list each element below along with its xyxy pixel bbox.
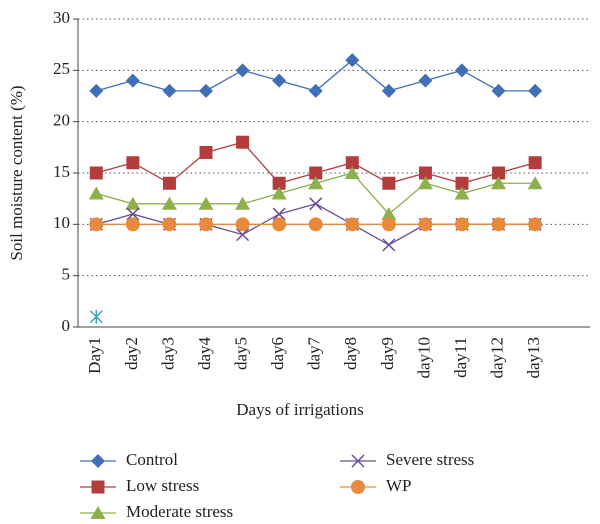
legend-item: WP — [340, 476, 412, 495]
x-tick-label: day5 — [231, 337, 250, 370]
marker — [161, 196, 177, 210]
legend-label: Severe stress — [386, 450, 474, 469]
legend-item: Moderate stress — [80, 502, 233, 521]
marker — [417, 176, 433, 190]
y-tick-label: 15 — [53, 162, 70, 181]
marker — [382, 238, 396, 252]
legend-label: Low stress — [126, 476, 199, 495]
marker — [236, 228, 250, 242]
marker — [381, 217, 396, 232]
x-tick-label: day3 — [158, 337, 177, 370]
legend-item: Low stress — [80, 476, 199, 495]
legend-label: Control — [126, 450, 178, 469]
marker — [89, 166, 103, 180]
marker — [89, 217, 104, 232]
x-tick-label: day9 — [378, 337, 397, 370]
legend-item: Severe stress — [340, 450, 474, 469]
legend-item: Control — [80, 450, 178, 469]
x-tick-label: day4 — [195, 337, 214, 371]
marker — [492, 166, 506, 180]
marker — [345, 156, 359, 170]
marker — [418, 73, 433, 88]
marker — [199, 217, 213, 232]
marker — [271, 186, 287, 200]
marker — [126, 207, 140, 221]
marker — [455, 217, 469, 232]
legend-label: WP — [386, 476, 412, 495]
marker — [272, 207, 286, 221]
marker — [382, 176, 396, 190]
marker — [308, 176, 324, 190]
marker — [528, 156, 542, 170]
marker — [344, 166, 360, 179]
x-tick-label: day13 — [524, 337, 543, 379]
marker — [351, 480, 365, 494]
y-tick-label: 25 — [53, 59, 70, 78]
y-axis-label: Soil moisture content (%) — [7, 85, 26, 260]
marker — [125, 73, 140, 88]
x-tick-label: day2 — [122, 337, 141, 370]
marker — [528, 83, 543, 98]
marker — [199, 83, 213, 98]
y-tick-label: 0 — [62, 316, 71, 335]
marker — [345, 217, 360, 232]
x-tick-label: day10 — [414, 337, 433, 379]
y-tick-label: 5 — [62, 265, 71, 284]
marker — [527, 176, 543, 190]
marker — [125, 196, 141, 210]
y-tick-label: 10 — [53, 213, 70, 232]
marker — [235, 217, 250, 232]
marker — [199, 145, 213, 159]
marker — [162, 217, 177, 232]
marker — [308, 217, 323, 232]
marker — [272, 73, 287, 88]
marker — [308, 83, 323, 98]
marker — [235, 196, 251, 210]
marker — [162, 176, 176, 190]
x-tick-label: day6 — [268, 337, 287, 370]
marker — [528, 217, 543, 232]
marker — [351, 454, 365, 468]
marker — [455, 176, 469, 190]
marker — [272, 176, 286, 190]
marker — [381, 207, 397, 221]
marker — [235, 63, 250, 78]
marker — [236, 135, 250, 149]
x-axis-label: Days of irrigations — [236, 400, 363, 419]
marker — [491, 83, 506, 98]
x-tick-label: day11 — [451, 337, 470, 378]
marker — [125, 217, 140, 232]
x-tick-label: day8 — [341, 337, 360, 370]
marker — [91, 480, 105, 494]
x-tick-label: day7 — [305, 337, 324, 371]
marker — [491, 217, 506, 232]
marker — [345, 53, 360, 68]
marker — [126, 156, 140, 170]
x-tick-label: Day1 — [85, 337, 104, 374]
marker — [89, 83, 104, 98]
marker — [455, 63, 469, 78]
marker — [91, 454, 105, 468]
x-tick-label: day12 — [487, 337, 506, 379]
marker — [198, 196, 214, 210]
y-tick-label: 30 — [53, 8, 70, 27]
marker — [454, 186, 470, 200]
legend-label: Moderate stress — [126, 502, 233, 521]
marker — [162, 83, 177, 98]
marker — [90, 506, 106, 519]
marker — [89, 309, 103, 324]
y-tick-label: 20 — [53, 111, 70, 130]
marker — [309, 166, 323, 180]
marker — [88, 186, 104, 200]
marker — [309, 197, 323, 211]
marker — [491, 176, 507, 190]
marker — [418, 217, 433, 232]
marker — [381, 83, 396, 98]
marker — [418, 166, 432, 180]
marker — [272, 217, 287, 232]
